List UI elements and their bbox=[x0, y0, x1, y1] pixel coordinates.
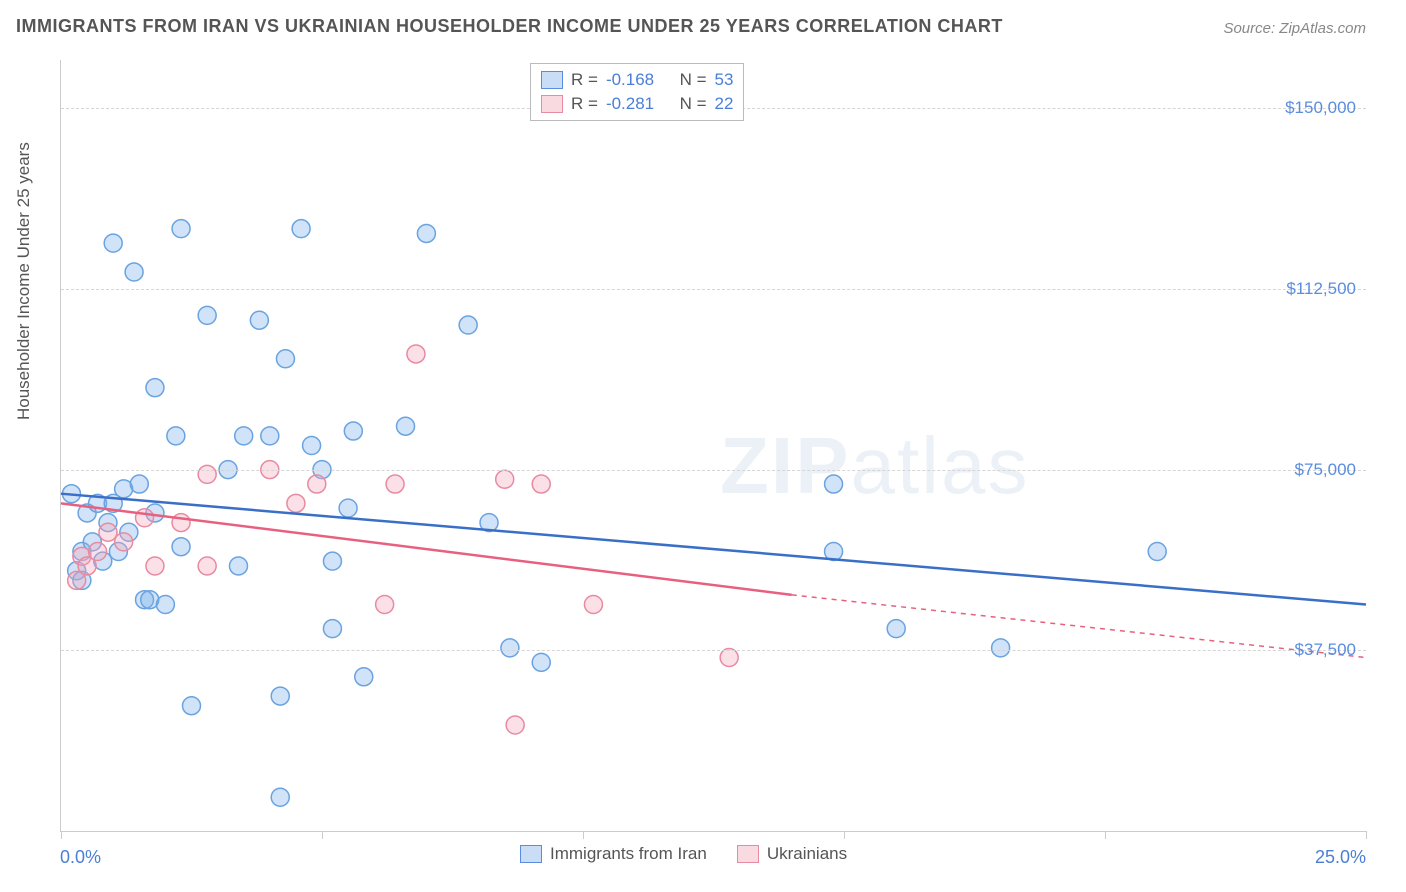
y-tick-label: $37,500 bbox=[1295, 640, 1356, 660]
legend-stat-row: R =-0.281 N =22 bbox=[541, 92, 733, 116]
legend-stat-row: R =-0.168 N =53 bbox=[541, 68, 733, 92]
correlation-chart-container: IMMIGRANTS FROM IRAN VS UKRAINIAN HOUSEH… bbox=[0, 0, 1406, 892]
y-tick-label: $75,000 bbox=[1295, 460, 1356, 480]
y-tick-label: $150,000 bbox=[1285, 98, 1356, 118]
y-tick-label: $112,500 bbox=[1286, 279, 1356, 299]
x-min-label: 0.0% bbox=[60, 847, 101, 868]
plot-svg bbox=[61, 60, 1366, 831]
legend-swatch-icon bbox=[520, 845, 542, 863]
legend-item-iran: Immigrants from Iran bbox=[520, 844, 707, 864]
legend-swatch-icon bbox=[541, 71, 563, 89]
chart-title: IMMIGRANTS FROM IRAN VS UKRAINIAN HOUSEH… bbox=[16, 16, 1003, 37]
x-max-label: 25.0% bbox=[1315, 847, 1366, 868]
legend-swatch-icon bbox=[541, 95, 563, 113]
legend-label: Immigrants from Iran bbox=[550, 844, 707, 864]
chart-source: Source: ZipAtlas.com bbox=[1223, 20, 1366, 37]
correlation-legend: R =-0.168 N =53R =-0.281 N =22 bbox=[530, 63, 744, 121]
series-legend: Immigrants from Iran Ukrainians bbox=[520, 844, 847, 864]
legend-label: Ukrainians bbox=[767, 844, 847, 864]
plot-area bbox=[60, 60, 1366, 832]
legend-swatch-icon bbox=[737, 845, 759, 863]
legend-item-ukrainians: Ukrainians bbox=[737, 844, 847, 864]
y-axis-label: Householder Income Under 25 years bbox=[14, 142, 34, 420]
